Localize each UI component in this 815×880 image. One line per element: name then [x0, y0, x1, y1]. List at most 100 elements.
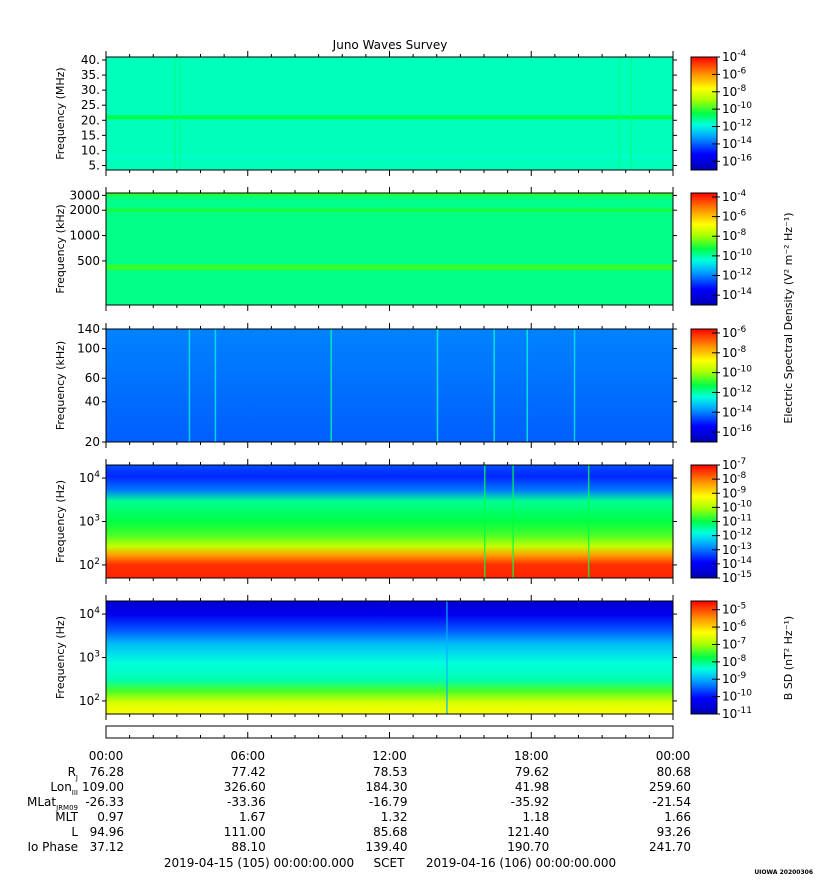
- ephemeris-value: 93.26: [657, 825, 691, 839]
- ephemeris-row: L 94.96 111.00 85.68 121.40 93.26: [71, 825, 691, 839]
- colorbar-tick-label: 10-12: [722, 119, 752, 134]
- ephemeris-value: 111.00: [224, 825, 266, 839]
- ytick-label: 35.: [81, 68, 100, 82]
- colorbar-tick-label: 10-11: [722, 706, 752, 721]
- ytick-label: 15.: [81, 128, 100, 142]
- colorbar-tick-label: 10-12: [722, 384, 752, 399]
- ephemeris-row: MLatJRM09 -26.33 -33.36 -16.79 -35.92 -21.54: [27, 795, 691, 812]
- ephemeris-label: MLatJRM09: [27, 795, 78, 812]
- ytick-label: 20: [85, 435, 100, 449]
- ytick-label: 1000: [69, 229, 100, 243]
- ytick-label: 60: [85, 371, 100, 385]
- xtick-label: 00:00: [89, 749, 124, 763]
- colorbar-tick-label: 10-12: [722, 528, 752, 543]
- ylabel-waveform-e: Frequency (Hz): [54, 480, 67, 563]
- colorbar-waveform-e: 10-710-810-910-1010-1110-1210-1310-1410-…: [690, 457, 752, 585]
- ytick-label: 104: [79, 606, 100, 621]
- ylabel-waveform-b: Frequency (Hz): [54, 616, 67, 699]
- colorbar-tick-label: 10-9: [722, 485, 747, 500]
- xtick-label: 06:00: [230, 749, 265, 763]
- panel-lfr: 20 40 60 100 140 Frequency (kHz) 10-6 10-8 10-10…: [54, 212, 795, 449]
- ephemeris-value: 1.66: [664, 810, 691, 824]
- colorbar-tick-label: 10-6: [722, 209, 747, 224]
- ephemeris-value: 76.28: [90, 765, 124, 779]
- colorbar-tick-label: 10-6: [722, 66, 747, 81]
- spectrogram-waveform-b: [106, 601, 673, 714]
- colorbar-tick-label: 10-11: [722, 514, 752, 529]
- colorbar-gradient: [690, 328, 718, 443]
- colorbar-tick-label: 10-10: [722, 101, 752, 116]
- ephemeris-value: -21.54: [652, 795, 691, 809]
- colorbar-tick-label: 10-14: [722, 136, 752, 151]
- ephemeris-value: 79.62: [515, 765, 549, 779]
- spectrogram-hfr-high: [106, 57, 673, 170]
- colorbar-tick-label: 10-10: [722, 365, 752, 380]
- panel-hfr-high: 5.10.15.20.25.30.35.40. Frequency (MHz) 10…: [54, 49, 752, 176]
- emission-streak-5: [493, 329, 495, 442]
- ephemeris-value: 109.00: [82, 780, 124, 794]
- emission-streak-2: [512, 465, 514, 578]
- ephemeris-row: LonIII 109.00 326.60 184.30 41.98 259.60: [50, 780, 691, 797]
- colorbar-tick-label: 10-8: [722, 345, 747, 360]
- colorbar-tick-label: 10-14: [722, 404, 752, 419]
- colorbar-label-lfr: Electric Spectral Density (V² m⁻² Hz⁻¹): [782, 212, 795, 423]
- xtick-label: 12:00: [372, 749, 407, 763]
- ephemeris-value: 1.18: [523, 810, 550, 824]
- ephemeris-value: 241.70: [649, 840, 691, 854]
- colorbar-tick-label: 10-10: [722, 499, 752, 514]
- ytick-label: 25.: [81, 98, 100, 112]
- ephemeris-value: 121.40: [507, 825, 549, 839]
- ephemeris-value: -35.92: [511, 795, 550, 809]
- ephemeris-value: 139.40: [366, 840, 408, 854]
- colorbar-tick-label: 10-16: [722, 153, 752, 168]
- spectrogram-panels: 5.10.15.20.25.30.35.40. Frequency (MHz) 10…: [54, 49, 795, 721]
- scet-footer: 2019-04-15 (105) 00:00:00.000 SCET 2019-…: [164, 856, 616, 870]
- colorbar-tick-label: 10-7: [722, 457, 746, 472]
- ephemeris-value: 94.96: [90, 825, 124, 839]
- ytick-label: 3000: [69, 188, 100, 202]
- colorbar-hfr-high: 10-4 10-6 10-8 10-10 10-12 10-14 10-16: [690, 49, 752, 171]
- colorbar-tick-label: 10-8: [722, 84, 747, 99]
- ephemeris-value: 1.67: [239, 810, 266, 824]
- ephemeris-value: 41.98: [515, 780, 549, 794]
- ephemeris-table: RJ 76.28 77.42 78.53 79.62 80.68 LonIII 109.00 3…: [27, 765, 691, 854]
- panel-waveform-e: 102 103 104 Frequency (Hz) 10-710-810-910-10…: [54, 457, 752, 585]
- emission-streak-3: [618, 57, 621, 170]
- ephemeris-value: -33.36: [227, 795, 266, 809]
- ephemeris-value: -26.33: [85, 795, 124, 809]
- emission-band-1: [106, 115, 673, 120]
- scet-label: SCET: [374, 856, 406, 870]
- ephemeris-value: 85.68: [373, 825, 407, 839]
- emission-streak-1: [484, 465, 486, 578]
- colorbar-tick-label: 10-5: [722, 602, 746, 617]
- spectrogram-waveform-e: [106, 465, 673, 578]
- emission-streak-1: [174, 57, 177, 170]
- ephemeris-value: 78.53: [373, 765, 407, 779]
- emission-streak-4: [436, 329, 439, 442]
- ephemeris-value: 259.60: [649, 780, 691, 794]
- ytick-label: 102: [79, 693, 100, 708]
- ytick-label: 20.: [81, 113, 100, 127]
- colorbar-tick-label: 10-7: [722, 636, 746, 651]
- ephemeris-value: -16.79: [369, 795, 408, 809]
- colorbar-hfr-low: 10-4 10-6 10-8 10-10 10-12 10-14: [690, 189, 752, 306]
- emission-band-2: [106, 155, 673, 158]
- emission-streak-4: [630, 57, 632, 170]
- ytick-label: 40: [85, 395, 100, 409]
- ephemeris-label: MLT: [55, 810, 78, 824]
- time-axis: 00:00 06:00 12:00 18:00 00:00: [89, 725, 691, 763]
- ephemeris-value: 88.10: [231, 840, 265, 854]
- emission-streak-1: [188, 329, 191, 442]
- ytick-label: 500: [77, 254, 100, 268]
- ytick-label: 100: [77, 342, 100, 356]
- emission-streak-7: [573, 329, 576, 442]
- colorbar-gradient: [690, 192, 718, 306]
- xtick-label: 00:00: [656, 749, 691, 763]
- emission-streak-1: [446, 601, 448, 714]
- ytick-label: 2000: [69, 203, 100, 217]
- colorbar-tick-label: 10-16: [722, 424, 752, 439]
- emission-band-2: [106, 208, 673, 212]
- ylabel-hfr-low: Frequency (kHz): [54, 204, 67, 293]
